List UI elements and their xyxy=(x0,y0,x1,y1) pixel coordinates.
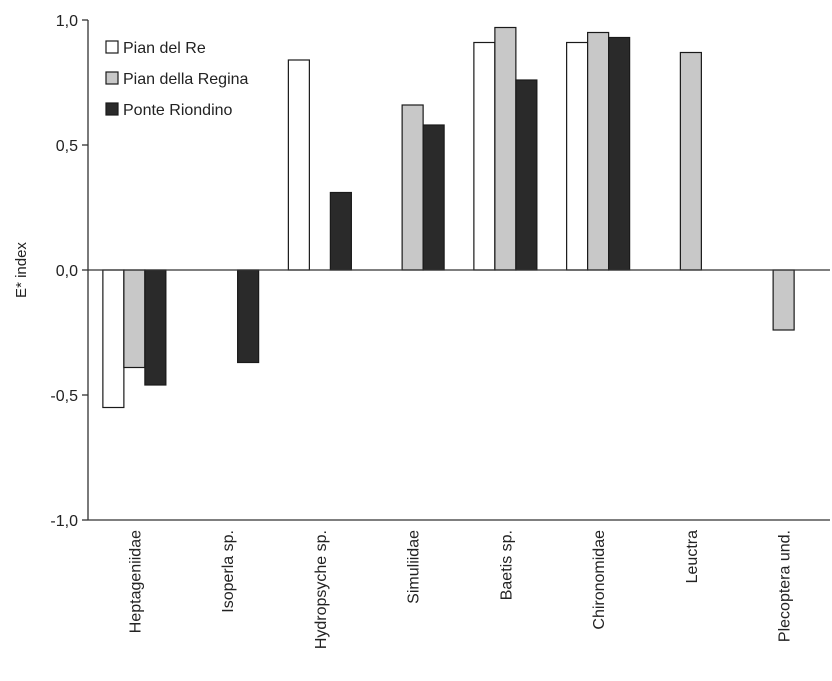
legend-label: Ponte Riondino xyxy=(123,102,233,119)
bar-ponte-riondino-chironomidae xyxy=(608,36,631,271)
bar-ponte-riondino-isoperla-sp- xyxy=(237,269,260,364)
bar-pian-del-re-hydropsyche-sp- xyxy=(287,59,310,271)
category-label: Leuctra xyxy=(684,530,701,583)
y-tick-label: 0,5 xyxy=(56,138,78,155)
y-tick-label: -1,0 xyxy=(50,513,78,530)
bar-ponte-riondino-baetis-sp- xyxy=(515,79,538,271)
category-label: Chironomidae xyxy=(591,530,608,630)
bar-pian-della-regina-heptageniidae xyxy=(123,269,146,369)
y-ticks-group: -1,0 -0,5 0,0 0,5 1,0 xyxy=(50,13,88,530)
bar-pian-del-re-baetis-sp- xyxy=(473,41,496,271)
bar-ponte-riondino-heptageniidae xyxy=(144,269,167,386)
bar-pian-della-regina-simuliidae xyxy=(401,104,424,271)
category-label: Heptageniidae xyxy=(127,530,144,633)
legend-label: Pian del Re xyxy=(123,40,206,57)
bar-ponte-riondino-simuliidae xyxy=(422,124,445,271)
y-tick-label: 1,0 xyxy=(56,13,78,30)
bar-pian-del-re-chironomidae xyxy=(566,41,589,271)
legend-swatch xyxy=(105,40,119,54)
bar-pian-del-re-heptageniidae xyxy=(102,269,125,409)
axes-group xyxy=(87,20,830,521)
y-axis-label: E* index xyxy=(13,242,30,298)
bar-ponte-riondino-hydropsyche-sp- xyxy=(329,191,352,271)
category-label: Plecoptera und. xyxy=(777,530,794,642)
bar-pian-della-regina-baetis-sp- xyxy=(494,26,517,271)
bars-group xyxy=(102,26,795,409)
category-label: Isoperla sp. xyxy=(220,530,237,613)
y-tick-label: -0,5 xyxy=(50,388,78,405)
legend-swatch xyxy=(105,102,119,116)
category-label: Simuliidae xyxy=(406,530,423,604)
y-tick-label: 0,0 xyxy=(56,263,78,280)
bar-pian-della-regina-plecoptera-und- xyxy=(772,269,795,331)
category-label: Hydropsyche sp. xyxy=(313,530,330,649)
bar-pian-della-regina-leuctra xyxy=(679,51,702,271)
category-labels-group: Heptageniidae Isoperla sp. Hydropsyche sp.… xyxy=(127,530,793,649)
category-label: Baetis sp. xyxy=(498,530,515,600)
legend-swatch xyxy=(105,71,119,85)
bar-pian-della-regina-chironomidae xyxy=(587,31,610,271)
legend: Pian del Re Pian della Regina Ponte Riondi… xyxy=(105,40,249,119)
legend-label: Pian della Regina xyxy=(123,71,249,88)
